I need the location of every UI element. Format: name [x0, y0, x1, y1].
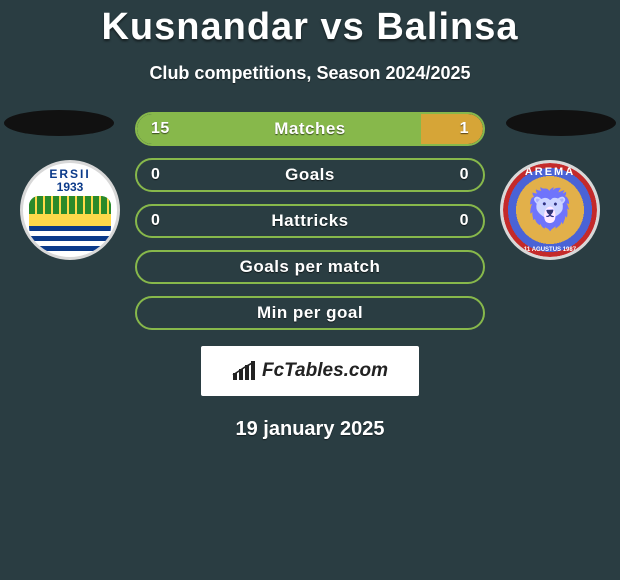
comparison-stage: ERSII 1933 AREMA 🦁 11 AGUSTUS 1987 15 1 Ma…: [0, 112, 620, 330]
stat-label: Hattricks: [271, 211, 348, 231]
stat-bar: 0 0 Goals: [135, 158, 485, 192]
date-label: 19 january 2025: [0, 418, 620, 441]
crest-left-stripe-green: [29, 196, 111, 214]
crest-right-text: AREMA: [503, 166, 597, 178]
stat-value-right: 0: [460, 212, 469, 230]
stat-bar: Goals per match: [135, 250, 485, 284]
brand-label: FcTables.com: [262, 360, 388, 382]
stat-bar: 15 1 Matches: [135, 112, 485, 146]
crest-left-year: 1933: [23, 180, 117, 194]
crest-left-text: ERSII: [23, 167, 117, 181]
stat-label: Goals: [285, 165, 335, 185]
page-subtitle: Club competitions, Season 2024/2025: [0, 63, 620, 84]
stat-label: Min per goal: [257, 303, 363, 323]
lion-icon: 🦁: [525, 190, 575, 230]
page-title: Kusnandar vs Balinsa: [0, 0, 620, 49]
stat-fill-right: [421, 114, 483, 144]
stat-bar: Min per goal: [135, 296, 485, 330]
crest-left-stripe-gold: [29, 214, 111, 226]
stat-label: Goals per match: [240, 257, 381, 277]
club-crest-left: ERSII 1933: [20, 160, 120, 260]
stat-label: Matches: [274, 119, 346, 139]
stat-value-left: 0: [151, 212, 160, 230]
brand-box: FcTables.com: [201, 346, 419, 396]
player-shadow-right: [506, 110, 616, 136]
crest-right-bottom: 11 AGUSTUS 1987: [503, 247, 597, 253]
club-crest-right: AREMA 🦁 11 AGUSTUS 1987: [500, 160, 600, 260]
crest-right-ring: AREMA 🦁 11 AGUSTUS 1987: [503, 163, 597, 257]
bar-chart-icon: [232, 361, 258, 381]
crest-left-waves: [29, 226, 111, 254]
stat-value-right: 0: [460, 166, 469, 184]
player-shadow-left: [4, 110, 114, 136]
stat-bar: 0 0 Hattricks: [135, 204, 485, 238]
stat-value-right: 1: [460, 120, 469, 138]
stat-value-left: 0: [151, 166, 160, 184]
stat-value-left: 15: [151, 120, 170, 138]
stat-bars: 15 1 Matches 0 0 Goals 0 0 Hattricks Goals per ma…: [135, 112, 485, 330]
